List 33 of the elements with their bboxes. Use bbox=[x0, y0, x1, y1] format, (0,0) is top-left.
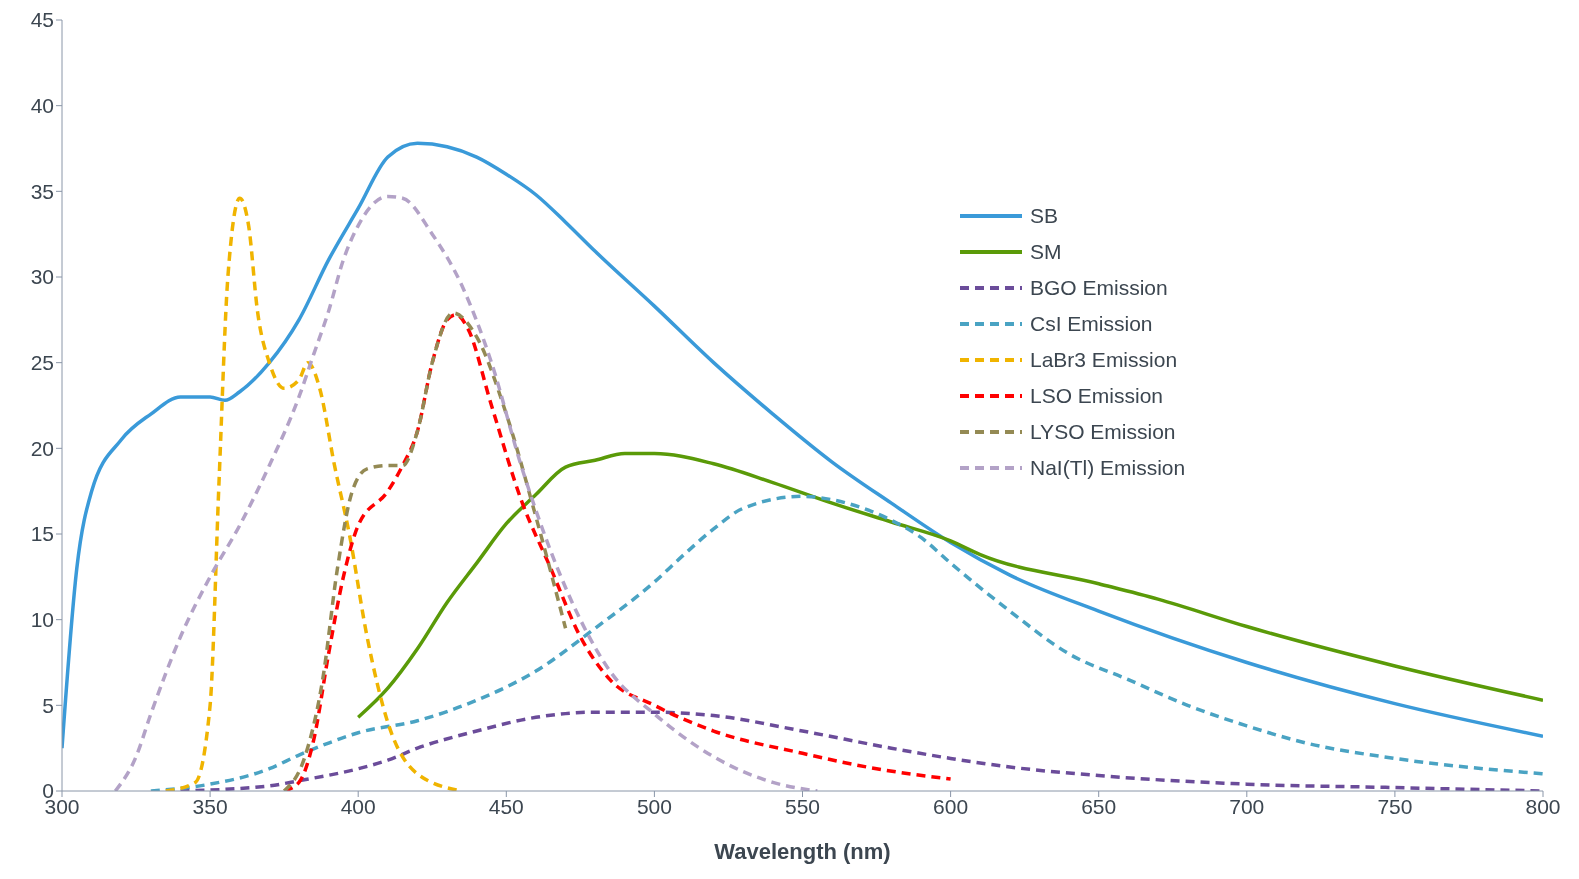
legend-label: LSO Emission bbox=[1030, 384, 1164, 408]
y-tick-label: 45 bbox=[30, 8, 54, 32]
line-series bbox=[149, 494, 1543, 791]
y-tick-label: 15 bbox=[30, 522, 54, 546]
legend-label: CsI Emission bbox=[1030, 312, 1153, 336]
x-tick-label: 650 bbox=[1081, 794, 1117, 818]
x-tick-label: 600 bbox=[933, 794, 969, 818]
y-tick-label: 25 bbox=[30, 351, 54, 375]
y-tick-label: 35 bbox=[30, 179, 54, 203]
x-tick-label: 700 bbox=[1229, 794, 1265, 818]
x-axis-title: Wavelength (nm) bbox=[714, 839, 891, 864]
y-tick-label: 10 bbox=[30, 608, 54, 632]
x-tick-label: 800 bbox=[1525, 794, 1561, 818]
legend-label: BGO Emission bbox=[1030, 276, 1168, 300]
x-tick-label: 500 bbox=[636, 794, 672, 818]
line-series bbox=[113, 194, 820, 791]
legend-label: LYSO Emission bbox=[1030, 420, 1176, 444]
y-tick-label: 40 bbox=[30, 94, 54, 118]
legend-label: SM bbox=[1030, 240, 1062, 264]
legend-label: SB bbox=[1030, 204, 1059, 228]
y-tick-label: 20 bbox=[30, 436, 54, 460]
x-tick-label: 350 bbox=[192, 794, 228, 818]
x-tick-label: 550 bbox=[784, 794, 821, 818]
line-series bbox=[356, 451, 1543, 720]
x-tick-label: 450 bbox=[488, 794, 524, 818]
x-tick-label: 400 bbox=[340, 794, 376, 818]
line-series bbox=[282, 311, 568, 791]
y-tick-label: 30 bbox=[30, 265, 54, 289]
x-tick-label: 750 bbox=[1377, 794, 1413, 818]
legend-label: NaI(Tl) Emission bbox=[1030, 456, 1186, 480]
y-tick-label: 5 bbox=[42, 693, 54, 717]
legend-label: LaBr3 Emission bbox=[1030, 348, 1178, 372]
line-series bbox=[62, 141, 1543, 750]
